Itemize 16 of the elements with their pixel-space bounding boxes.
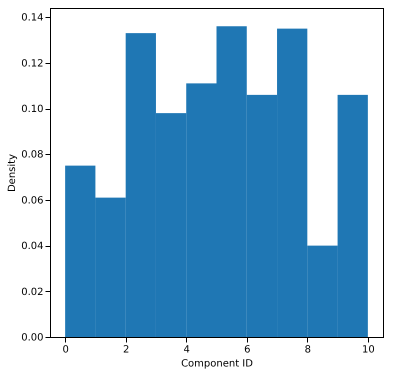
y-axis-title: Density (7, 154, 18, 192)
y-tick-label: 0.02 (21, 286, 44, 298)
y-tick-label: 0.08 (21, 150, 44, 161)
x-tick-label: 2 (122, 344, 130, 356)
y-tick-label: 0.12 (21, 58, 44, 70)
y-tick-label: 0.14 (21, 12, 44, 24)
x-axis-title: Component ID (181, 358, 254, 370)
y-tick-label: 0.06 (21, 195, 44, 206)
y-tick-label: 0.04 (21, 241, 44, 252)
x-tick-label: 6 (244, 344, 250, 356)
x-tick-label: 8 (304, 344, 312, 356)
x-tick-label: 4 (184, 344, 190, 356)
y-tick-label: 0.00 (21, 332, 44, 344)
x-tick-label: 10 (362, 344, 375, 356)
x-tick-label: 0 (62, 344, 69, 356)
y-tick-label: 0.10 (21, 104, 44, 116)
